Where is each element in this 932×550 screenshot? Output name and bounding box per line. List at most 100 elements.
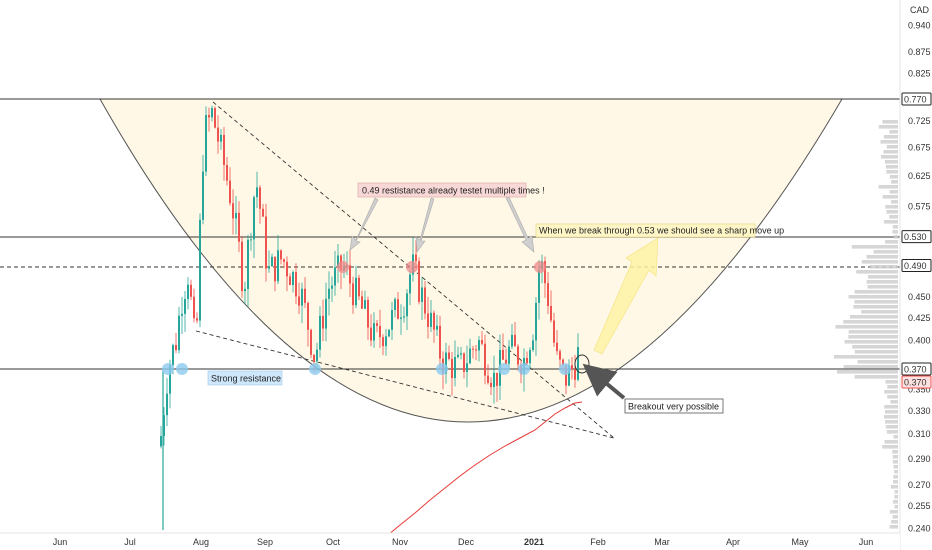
candle-body [439,325,441,359]
volume-profile-bar [848,330,898,334]
touch-marker-0490-1 [337,261,349,273]
candle-body [373,323,375,341]
candle-body [334,267,336,286]
volume-profile-bar [852,345,898,349]
y-tick-label: 0.240 [908,523,931,533]
volume-profile-bar [892,460,898,464]
candle-body [562,359,564,366]
candle-body [496,372,498,386]
candle-body [532,340,534,350]
volume-profile-bar [836,370,898,374]
price-label-text: 0.370 [904,378,927,388]
candle-body [382,337,384,347]
time-axis[interactable] [0,533,900,550]
candle-body [301,288,303,306]
volume-profile-bar [893,465,898,469]
x-tick-label: Dec [458,537,475,547]
y-tick-label: 0.940 [908,21,931,31]
x-tick-labels: Jun Jul Aug Sep Oct Nov Dec 2021 Feb Mar Apr May Jun [53,537,874,547]
volume-profile-bar [853,305,898,309]
y-tick-label: 0.310 [908,429,931,439]
x-tick-label: Nov [392,537,409,547]
candle-body [553,320,555,343]
candle-body [424,287,426,314]
annotation-break-053[interactable]: When we break through 0.53 we should see… [535,223,784,238]
candle-body [256,187,258,198]
candle-body [505,359,507,364]
candle-body [196,318,198,321]
candle-body [175,345,177,351]
annotation-breakout[interactable]: Breakout very possible [624,398,724,414]
candle-body [226,164,228,181]
price-axis[interactable] [900,0,932,550]
volume-profile-bar [873,250,898,254]
candle-body [325,298,327,329]
candle-body [331,285,333,289]
candle-body [310,329,312,355]
volume-profile-bar [887,385,898,389]
candle-body [421,287,423,302]
candle-body [385,336,387,347]
candle-body [262,208,264,217]
volume-profile-bar [849,315,898,319]
candle-body [376,323,378,326]
y-tick-label: 0.330 [908,406,931,416]
candle-body [172,345,174,365]
volume-profile-bar [883,150,898,154]
candle-body [202,171,204,220]
candle-body [478,340,480,351]
candle-body [535,302,537,341]
cup-pattern-curve [99,98,843,423]
wedge-lower-line [195,330,615,439]
candle-body [409,274,411,294]
volume-profile-bar [892,455,898,459]
x-tick-label: May [791,537,809,547]
callout-arrow-3 [505,196,535,253]
candle-body [433,312,435,330]
candle-body [463,353,465,372]
x-tick-label: Jul [124,537,136,547]
candle-body [511,334,513,347]
volume-profile-bar [856,270,898,274]
y-tick-label: 0.450 [908,292,931,302]
candle-body [238,212,240,242]
candle-body [190,284,192,297]
candle-body [574,369,576,380]
volume-profile-bar [843,365,898,369]
candle-body [274,256,276,282]
volume-profile-bar [867,285,898,289]
candle-body [313,354,315,362]
y-tick-label: 0.400 [908,335,931,345]
price-label-text: 0.530 [904,232,927,242]
touch-marker-0370-2 [176,363,188,375]
volume-profile-bar [878,185,898,189]
volume-profile-bar [835,325,898,329]
volume-profile-bar [854,350,898,354]
candle-body [514,334,516,347]
volume-profile-bar [885,240,898,244]
volume-profile-bar [884,440,898,444]
moving-average-line [387,401,583,536]
volume-profile-bar [889,525,898,529]
candle-body [469,348,471,364]
candle-body [460,353,462,355]
annotation-strong-resistance[interactable]: Strong resistance [207,370,283,386]
y-tick-labels: 0.240 0.255 0.270 0.290 0.310 0.330 0.350 0.400… [908,21,931,534]
volume-profile [833,120,898,529]
y-tick-label: 0.270 [908,480,931,490]
x-tick-label: Aug [193,537,209,547]
volume-profile-bar [851,245,898,249]
x-tick-label: Jun [53,537,68,547]
candle-body [484,343,486,376]
candle-body [391,310,393,330]
volume-profile-bar [884,405,898,409]
volume-profile-bar [889,190,898,194]
y-tick-label: 0.625 [908,171,931,181]
candle-body [211,108,213,118]
annotation-049-resistance[interactable]: 0.49 restistance already testet multiple… [357,182,545,198]
volume-profile-bar [885,380,898,384]
volume-profile-bar [881,155,898,159]
volume-profile-bar [891,200,898,204]
price-label: 0.530 [901,230,932,244]
